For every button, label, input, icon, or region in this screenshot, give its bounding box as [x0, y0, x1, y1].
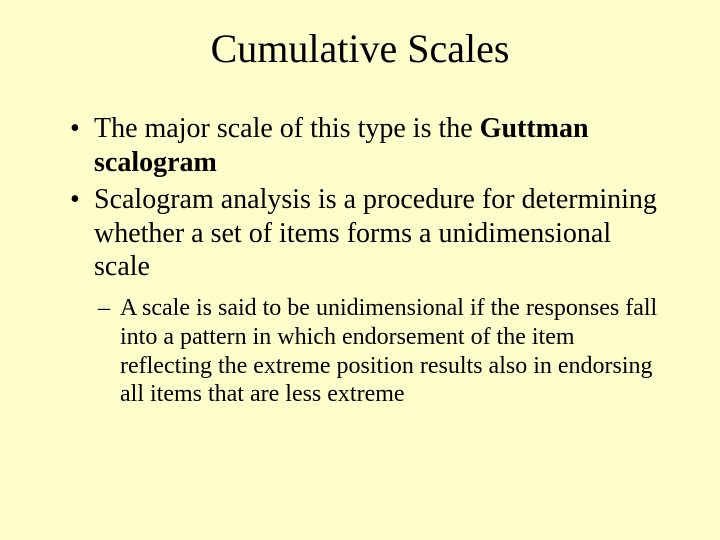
slide: Cumulative Scales The major scale of thi… [0, 0, 720, 540]
bullet-list: The major scale of this type is the Gutt… [50, 112, 670, 284]
bullet-item: Scalogram analysis is a procedure for de… [70, 183, 670, 284]
sub-bullet-item: A scale is said to be unidimensional if … [98, 294, 670, 409]
bullet-item: The major scale of this type is the Gutt… [70, 112, 670, 179]
sub-bullet-text: A scale is said to be unidimensional if … [120, 295, 657, 407]
bullet-text: Scalogram analysis is a procedure for de… [94, 184, 657, 282]
sub-bullet-list: A scale is said to be unidimensional if … [50, 294, 670, 409]
slide-title: Cumulative Scales [50, 25, 670, 72]
bullet-text-pre: The major scale of this type is the [94, 113, 480, 144]
